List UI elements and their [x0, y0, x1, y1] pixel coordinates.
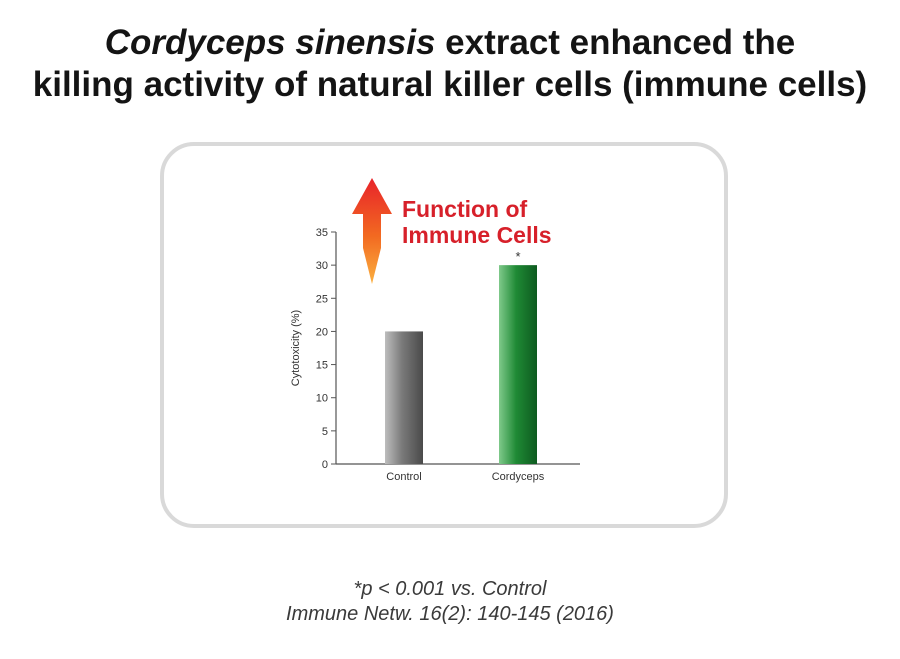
- y-tick-label: 15: [316, 360, 328, 372]
- immune-function-line-1: Function of: [402, 196, 528, 222]
- y-tick-label: 25: [316, 293, 328, 305]
- y-tick-label: 5: [322, 426, 328, 438]
- immune-function-line-2: Immune Cells: [402, 222, 552, 248]
- significance-star: *: [515, 249, 520, 264]
- y-tick-label: 10: [316, 393, 328, 405]
- citation: Immune Netw. 16(2): 140-145 (2016): [286, 603, 614, 625]
- title-line-1: Cordyceps sinensis extract enhanced the: [0, 22, 900, 64]
- y-tick-label: 30: [316, 260, 328, 272]
- bar-control: [385, 331, 423, 464]
- bar-cordyceps: [499, 265, 537, 464]
- y-axis-label: Cytotoxicity (%): [290, 310, 302, 386]
- up-arrow-icon: [352, 178, 392, 284]
- footnote: *p < 0.001 vs. Control Immune Netw. 16(2…: [0, 577, 900, 627]
- y-tick-label: 35: [316, 227, 328, 239]
- title-rest: extract enhanced the: [435, 23, 796, 62]
- x-tick-label: Cordyceps: [492, 471, 545, 483]
- immune-function-label: Function of Immune Cells: [402, 196, 552, 248]
- chart-title: Cordyceps sinensis extract enhanced the …: [0, 22, 900, 106]
- title-species: Cordyceps sinensis: [104, 23, 436, 62]
- y-tick-label: 0: [322, 459, 328, 471]
- significance-note: *p < 0.001 vs. Control: [353, 578, 547, 600]
- x-tick-label: Control: [386, 471, 421, 483]
- title-line-2: killing activity of natural killer cells…: [32, 65, 868, 104]
- y-tick-label: 20: [316, 326, 328, 338]
